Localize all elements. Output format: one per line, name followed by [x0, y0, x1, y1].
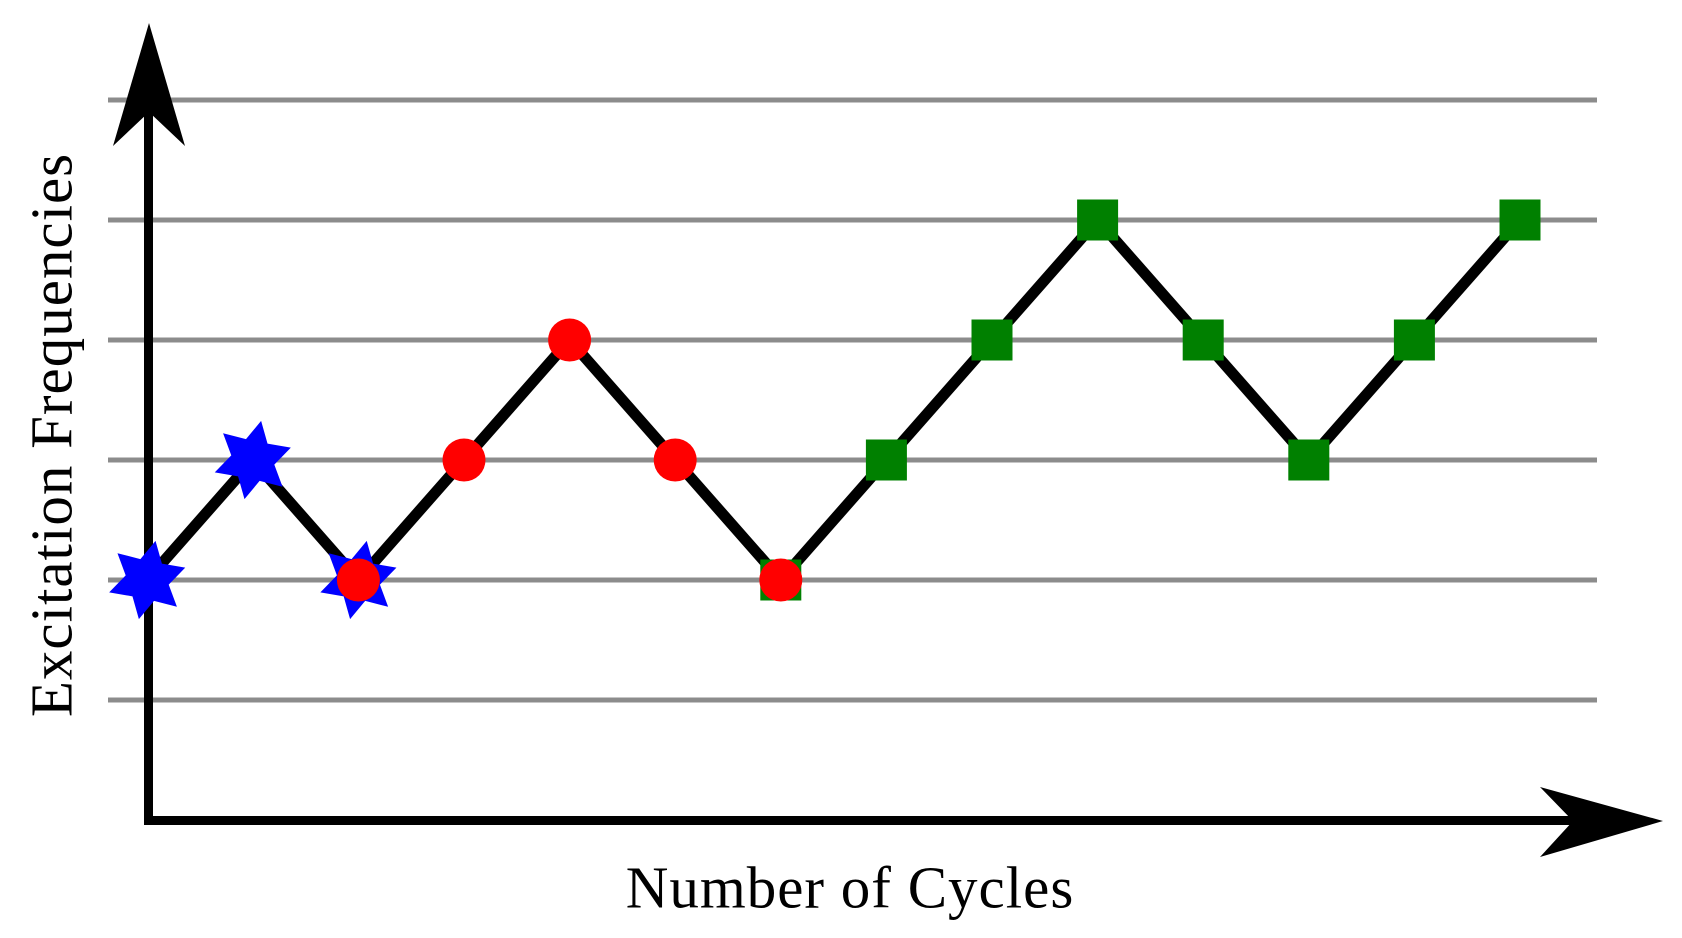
marker-green-square [1393, 319, 1435, 361]
marker-green-square [1182, 319, 1224, 361]
marker-red-circle [442, 438, 486, 482]
y-axis-label: Excitation Frequencies [18, 152, 85, 718]
marker-green-square [1077, 199, 1119, 241]
x-axis-label: Number of Cycles [625, 854, 1075, 921]
marker-red-circle [653, 438, 697, 482]
marker-blue-star [214, 420, 291, 500]
plot-line [143, 211, 1525, 589]
marker-green-square [865, 439, 907, 481]
x-axis-arrowhead [1540, 787, 1663, 857]
marker-green-square [1499, 199, 1541, 241]
marker-red-circle [759, 558, 803, 602]
marker-red-circle [336, 558, 380, 602]
marker-blue-star [109, 540, 186, 620]
marker-red-circle [548, 318, 592, 362]
marker-green-square [971, 319, 1013, 361]
y-axis-arrowhead [113, 23, 185, 146]
marker-green-square [1288, 439, 1330, 481]
